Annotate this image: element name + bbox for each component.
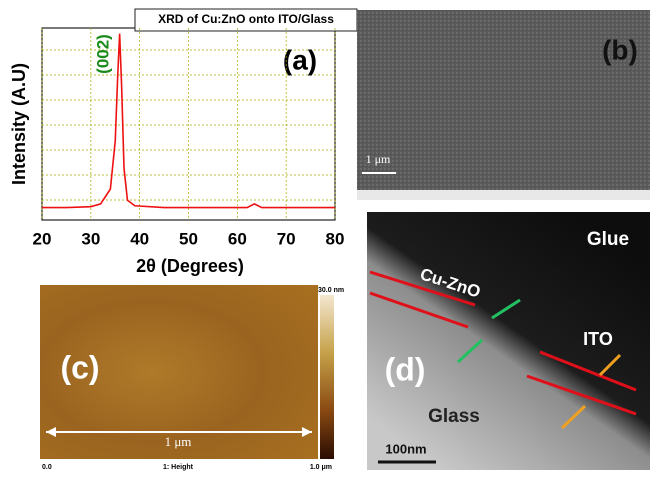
x-axis-label: 2θ (Degrees) xyxy=(136,256,244,276)
glue-label: Glue xyxy=(587,229,629,250)
chart-title: XRD of Cu:ZnO onto ITO/Glass xyxy=(158,12,334,26)
ito-label: ITO xyxy=(583,329,613,349)
panel-label: (c) xyxy=(60,349,99,385)
panel-label: (b) xyxy=(602,34,638,65)
peak-annotation: (002) xyxy=(93,34,112,74)
tem-panel: Glue Cu-ZnO ITO Glass (d) 100nm xyxy=(367,212,650,470)
scale-label: 100nm xyxy=(385,441,426,456)
channel-label: 1: Height xyxy=(163,464,194,471)
panel-label: (d) xyxy=(385,351,426,387)
x-tick-label: 30 xyxy=(81,229,100,248)
x-tick-label: 40 xyxy=(130,229,149,248)
y-axis-label: Intensity (A.U) xyxy=(9,63,29,185)
axis-end: 1.0 μm xyxy=(310,464,332,471)
x-tick-label: 50 xyxy=(179,229,198,248)
sem-info-strip xyxy=(357,190,650,200)
glass-label: Glass xyxy=(428,406,480,427)
scale-label: 1 μm xyxy=(165,434,192,449)
figure: XRD of Cu:ZnO onto ITO/Glass (a) (002) I… xyxy=(0,0,654,475)
x-tick-label: 60 xyxy=(228,229,247,248)
panel-label: (a) xyxy=(283,44,317,75)
xrd-panel: XRD of Cu:ZnO onto ITO/Glass (a) (002) I… xyxy=(9,9,357,276)
x-tick-label: 80 xyxy=(326,229,345,248)
afm-panel: 30.0 nm (c) 1 μm 0.0 1: Height 1.0 μm xyxy=(40,285,344,473)
scale-label: 1 μm xyxy=(366,152,391,166)
x-tick-label: 70 xyxy=(277,229,296,248)
colorbar xyxy=(320,295,334,459)
colorbar-max: 30.0 nm xyxy=(318,287,344,294)
axis-start: 0.0 xyxy=(42,464,52,471)
x-tick-label: 20 xyxy=(33,229,52,248)
sem-panel: (b) 1 μm xyxy=(357,10,650,200)
